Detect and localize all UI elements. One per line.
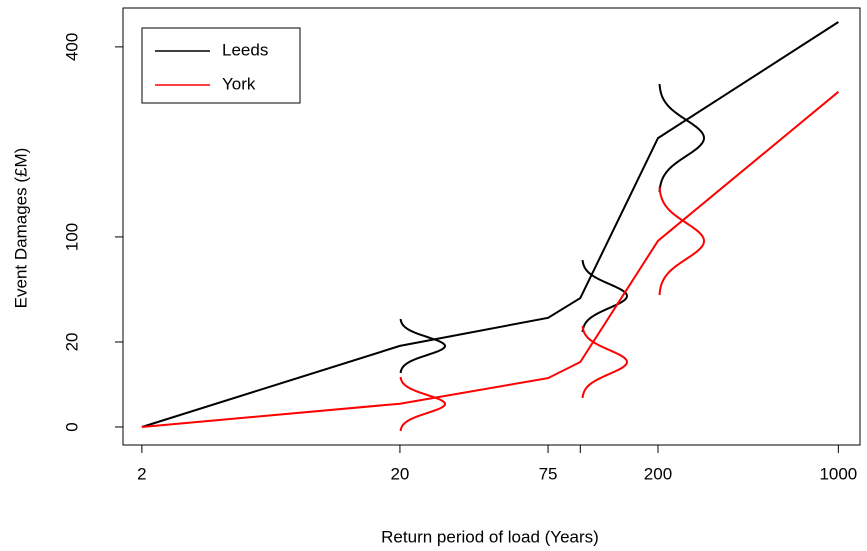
y-tick-label: 100 (62, 223, 81, 251)
y-tick-label: 0 (62, 422, 81, 431)
series-line (141, 21, 839, 428)
density-curve (399, 376, 447, 432)
density-curve (581, 325, 629, 399)
density-curves (399, 83, 706, 432)
legend: Leeds York (141, 27, 301, 104)
series-line (141, 91, 840, 428)
legend-label: York (222, 74, 256, 93)
x-axis-label: Return period of load (Years) (381, 527, 599, 546)
density-curve (658, 186, 706, 296)
x-tick-label: 2 (137, 464, 146, 483)
x-tick-label: 200 (644, 464, 672, 483)
x-tick-label: 1000 (819, 464, 857, 483)
density-curve (658, 83, 706, 193)
plot-box (122, 7, 861, 446)
legend-label: Leeds (222, 40, 268, 59)
y-axis-label: Event Damages (£M) (11, 148, 30, 309)
y-tick-label: 20 (62, 333, 81, 352)
density-curve (399, 318, 447, 374)
y-tick-label: 400 (62, 33, 81, 61)
legend-box (141, 27, 301, 104)
x-tick-label: 75 (539, 464, 558, 483)
x-tick-label: 20 (390, 464, 409, 483)
density-curve (581, 259, 629, 333)
